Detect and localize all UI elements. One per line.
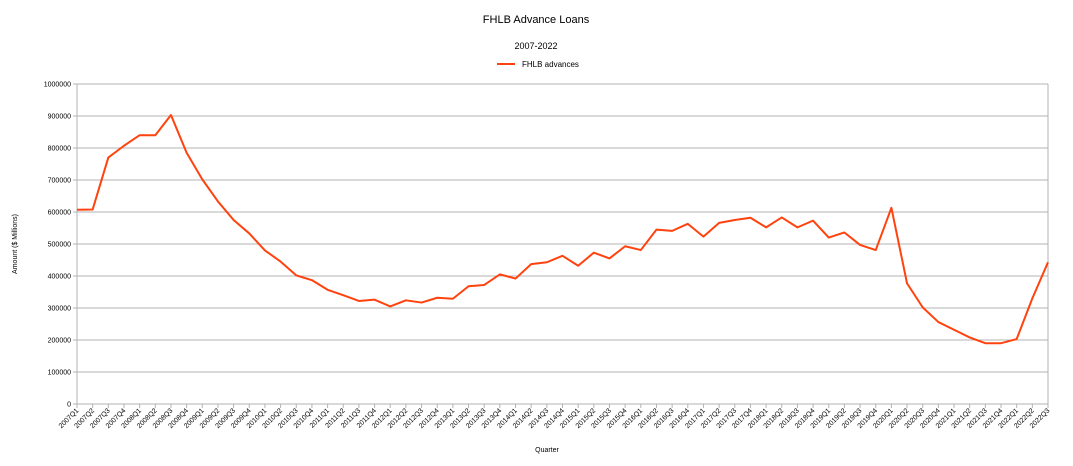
y-tick-label: 700000 [48, 178, 71, 185]
y-axis-label: Amount ($ Millions) [12, 214, 19, 274]
y-tick-label: 200000 [48, 338, 71, 345]
gridlines [76, 83, 1049, 405]
y-tick-label: 400000 [48, 274, 71, 281]
y-tick-label: 800000 [48, 146, 71, 153]
chart-title: FHLB Advance Loans [483, 14, 590, 26]
legend-label: FHLB advances [522, 60, 579, 69]
y-tick-label: 900000 [48, 114, 71, 121]
series-line [76, 114, 1049, 345]
y-tick-label: 1000000 [44, 82, 71, 89]
y-tick-label: 0 [67, 402, 71, 409]
y-tick-label: 500000 [48, 242, 71, 249]
y-tick-label: 300000 [48, 306, 71, 313]
x-axis-ticks: 2007Q12007Q22007Q32007Q42008Q12008Q22008… [58, 404, 1051, 430]
y-axis-ticks: 0 100000 200000 300000 400000 500000 600000 700… [44, 82, 77, 409]
series-layer [76, 114, 1049, 345]
y-tick-label: 600000 [48, 210, 71, 217]
chart-subtitle: 2007-2022 [514, 41, 557, 51]
legend: FHLB advances [497, 60, 579, 69]
y-tick-label: 100000 [48, 370, 71, 377]
x-axis-label: Quarter [535, 447, 559, 454]
